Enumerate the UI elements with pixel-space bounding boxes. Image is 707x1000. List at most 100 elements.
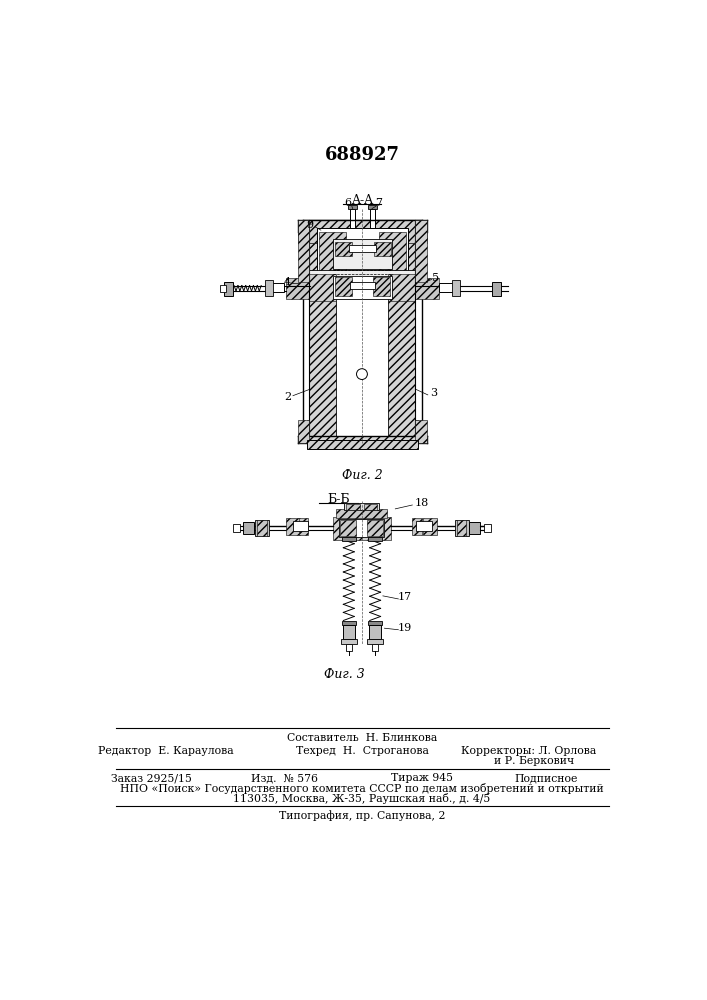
Bar: [298, 420, 309, 443]
Circle shape: [356, 369, 368, 379]
Bar: [286, 518, 300, 535]
Bar: [457, 520, 466, 536]
Text: 19: 19: [397, 623, 411, 633]
Text: 9: 9: [306, 220, 314, 230]
Bar: [372, 644, 378, 651]
Text: Заказ 2925/15: Заказ 2925/15: [112, 773, 192, 783]
Bar: [332, 517, 391, 540]
Bar: [412, 518, 421, 535]
Bar: [492, 282, 501, 296]
Bar: [452, 280, 460, 296]
Bar: [368, 620, 382, 625]
Text: 4: 4: [284, 277, 291, 287]
Text: Тираж 945: Тираж 945: [391, 773, 452, 783]
Bar: [368, 520, 383, 536]
Bar: [341, 537, 356, 541]
Bar: [341, 620, 356, 625]
Text: НПО «Поиск» Государственного комитета СССР по делам изобретений и открытий: НПО «Поиск» Государственного комитета СС…: [120, 783, 604, 794]
Bar: [388, 274, 416, 436]
Bar: [224, 282, 233, 296]
Text: A-A: A-A: [351, 194, 373, 207]
Text: Фиг. 3: Фиг. 3: [324, 668, 365, 681]
Bar: [265, 280, 273, 296]
Bar: [423, 518, 437, 535]
Bar: [416, 521, 432, 531]
Bar: [243, 522, 255, 534]
Bar: [303, 220, 421, 243]
Bar: [339, 519, 385, 537]
Bar: [332, 239, 392, 269]
Bar: [363, 504, 378, 510]
Bar: [373, 242, 391, 256]
Bar: [233, 524, 240, 532]
Text: Б-Б: Б-Б: [327, 493, 350, 506]
Bar: [343, 625, 355, 639]
Bar: [348, 205, 357, 209]
Text: Фиг. 2: Фиг. 2: [341, 469, 382, 482]
Bar: [346, 504, 360, 510]
Text: Типография, пр. Сапунова, 2: Типография, пр. Сапунова, 2: [279, 810, 445, 821]
Bar: [317, 228, 408, 278]
Bar: [309, 228, 337, 436]
Bar: [440, 283, 453, 292]
Bar: [298, 220, 309, 282]
Bar: [307, 440, 418, 449]
Text: Редактор  Е. Караулова: Редактор Е. Караулова: [98, 746, 234, 756]
Text: 7: 7: [375, 198, 382, 208]
Bar: [351, 209, 355, 228]
Bar: [298, 220, 427, 243]
Text: Составитель  Н. Блинкова: Составитель Н. Блинкова: [287, 733, 437, 743]
Text: Изд.  № 576: Изд. № 576: [251, 773, 318, 783]
Text: Подписное: Подписное: [514, 773, 578, 783]
Bar: [368, 537, 382, 541]
Text: 113035, Москва, Ж-35, Раушская наб., д. 4/5: 113035, Москва, Ж-35, Раушская наб., д. …: [233, 793, 491, 804]
Bar: [337, 274, 388, 436]
Bar: [484, 524, 491, 532]
Bar: [271, 283, 284, 292]
Text: 3: 3: [430, 388, 437, 398]
Bar: [341, 639, 356, 644]
Bar: [349, 245, 376, 252]
Bar: [349, 282, 375, 289]
Bar: [332, 276, 392, 299]
Bar: [416, 220, 427, 282]
Text: 18: 18: [414, 498, 428, 508]
Bar: [255, 520, 269, 536]
Bar: [388, 228, 416, 436]
Bar: [344, 503, 379, 510]
Bar: [388, 274, 416, 301]
Bar: [469, 522, 480, 534]
Bar: [373, 277, 390, 296]
Bar: [340, 520, 356, 536]
Text: 17: 17: [397, 592, 411, 602]
Bar: [368, 639, 383, 644]
Text: и Р. Беркович: и Р. Беркович: [494, 756, 574, 766]
Bar: [309, 274, 337, 301]
Bar: [286, 278, 309, 299]
Bar: [309, 270, 416, 278]
Text: 6: 6: [344, 198, 351, 208]
Bar: [337, 509, 387, 518]
Bar: [346, 644, 352, 651]
Bar: [455, 520, 469, 536]
Text: Корректоры: Л. Орлова: Корректоры: Л. Орлова: [461, 746, 596, 756]
Bar: [307, 420, 418, 442]
Bar: [320, 232, 346, 274]
Text: Техред  Н.  Строганова: Техред Н. Строганова: [296, 746, 428, 756]
Bar: [299, 518, 308, 535]
Bar: [293, 521, 308, 531]
Text: 688927: 688927: [325, 146, 399, 164]
Text: 2: 2: [284, 392, 291, 402]
Text: 5: 5: [432, 273, 439, 283]
Bar: [416, 278, 438, 299]
Bar: [309, 274, 337, 436]
Bar: [335, 242, 352, 256]
Bar: [257, 520, 267, 536]
Bar: [369, 625, 381, 639]
Bar: [379, 232, 406, 274]
Bar: [368, 205, 378, 209]
Bar: [370, 209, 375, 228]
Bar: [416, 420, 427, 443]
Bar: [220, 285, 226, 292]
Bar: [335, 277, 352, 296]
